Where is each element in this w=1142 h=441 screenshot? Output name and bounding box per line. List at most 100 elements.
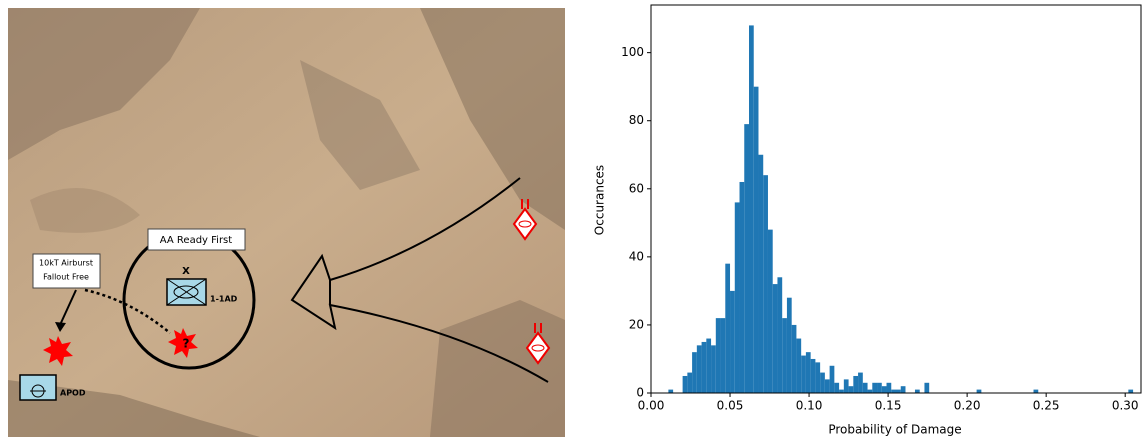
enemy-symbol [525,331,551,365]
bar [924,382,930,393]
bar [858,372,863,393]
bar [725,263,731,393]
unit-label: 1-1AD [210,295,238,304]
enemy-symbol [521,199,529,209]
bar [767,229,773,393]
bar [711,345,716,393]
bar [834,382,840,393]
enemy-symbol [518,220,532,228]
bar [786,297,792,393]
bar [1128,389,1134,393]
y-tick-label: 80 [629,113,644,127]
bar [829,365,835,393]
bar [753,86,759,394]
unit-symbol [173,285,199,299]
airport-label: APOD [60,389,86,398]
bar [739,181,745,393]
callout-arrow [84,288,171,334]
bar [801,355,806,393]
bar [791,324,797,393]
label-box [32,253,101,289]
x-tick-label: 0.00 [638,399,665,413]
bar [824,379,830,393]
bar [668,389,674,393]
terrain [300,60,420,190]
bar [877,382,882,393]
bar [758,154,764,393]
callout-text: 10kT Airburst [39,259,93,268]
bar [914,389,920,393]
attack-arrow [290,177,549,383]
bar [1033,389,1039,393]
enemy-symbol [512,207,538,241]
y-tick-label: 100 [621,45,644,59]
x-tick-label: 0.05 [717,399,744,413]
bar [720,318,726,393]
bar [805,352,811,393]
bar [696,345,702,393]
x-tick-label: 0.10 [796,399,823,413]
terrain [430,300,565,437]
unit-symbol [166,278,207,306]
terrain [8,8,200,160]
bar [896,389,901,393]
x-tick-label: 0.25 [1033,399,1060,413]
bar [886,382,892,393]
callout-text: Fallout Free [43,273,89,282]
histogram: Probability of Damage Occurances 0.00 0.0… [593,4,1142,437]
x-axis-title: Probability of Damage [828,423,961,437]
y-tick-label: 40 [629,249,644,263]
terrain [30,188,140,233]
zone-label: AA Ready First [160,235,232,246]
bar [900,386,906,393]
x-tick-label: 0.30 [1112,399,1139,413]
terrain [8,380,260,437]
bar [872,382,878,393]
callout-arrow [55,322,66,332]
bar [839,389,844,393]
bar [881,386,887,393]
bar [891,389,896,393]
enemy-symbol [534,323,542,333]
bar [701,341,707,393]
detonation [43,336,73,366]
bar [820,372,825,393]
callout-arrow [59,289,77,326]
bar [796,338,802,393]
bar [682,375,688,393]
label-box [147,228,246,251]
enemy-symbol [531,344,545,352]
airport-symbol [19,374,57,401]
bar [687,372,693,393]
detonation [168,328,198,358]
x-tick-label: 0.20 [954,399,981,413]
bar [706,338,712,393]
bar [715,318,721,393]
bar [815,362,821,393]
bar [867,389,873,393]
y-tick-label: 0 [636,386,644,400]
plot-frame [650,4,1142,394]
bar [772,284,778,393]
bar [862,382,868,393]
bar [744,124,749,394]
y-tick-label: 20 [629,317,644,331]
bar [777,277,783,393]
unit-echelon: X [182,266,190,277]
bar [853,375,859,393]
bar [848,386,854,393]
bar [730,290,735,393]
bar [976,389,982,393]
bar [782,318,787,393]
bar [763,175,768,393]
bar [692,352,697,393]
bar [843,379,849,393]
y-tick-label: 60 [629,181,644,195]
unknown-mark: ? [183,337,190,351]
bar [810,358,816,393]
bar [749,25,754,394]
x-tick-label: 0.15 [875,399,902,413]
terrain [260,8,565,230]
y-axis-title: Occurances [593,165,607,235]
